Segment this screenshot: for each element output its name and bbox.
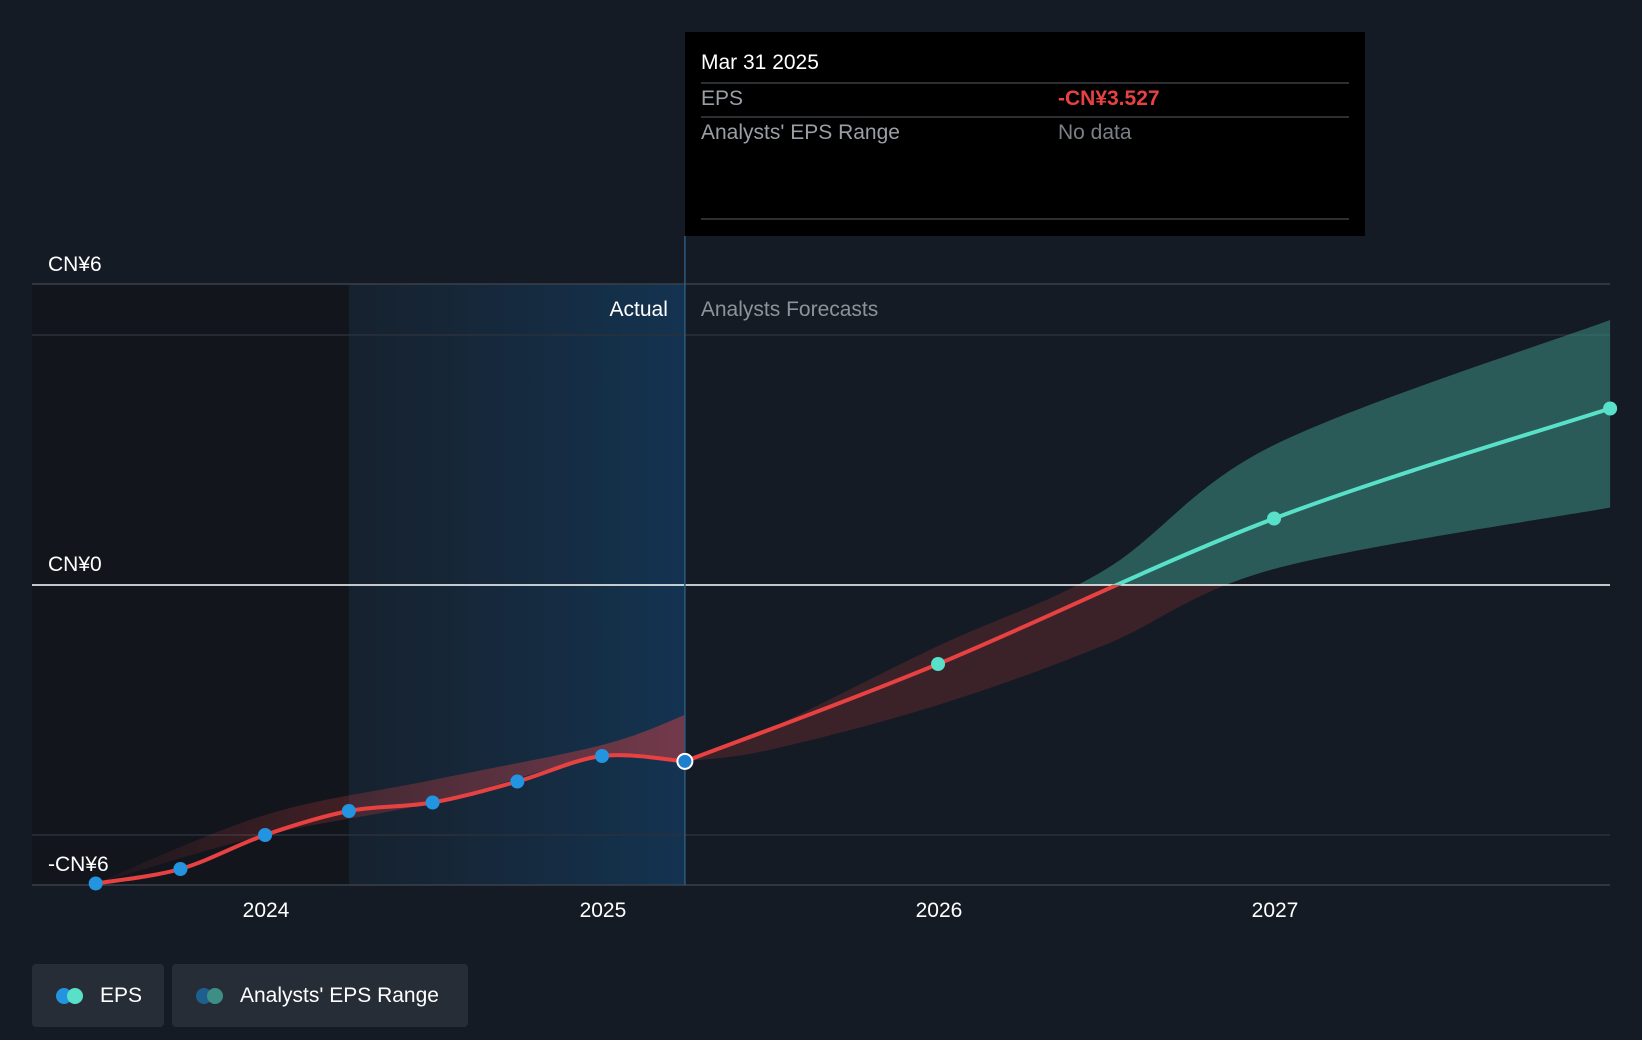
eps-actual-point[interactable] [88, 876, 103, 891]
eps-forecast-line-positive [1111, 406, 1611, 585]
tooltip-box [685, 32, 1365, 236]
eps-actual-point[interactable] [341, 804, 356, 818]
eps-legend-icon [56, 987, 86, 1004]
y-tick-labels: CN¥6 CN¥0 -CN¥6 [48, 253, 109, 876]
eps-dot-forecast [67, 987, 83, 1004]
x-tick-label: 2027 [1252, 899, 1299, 922]
eps-lines [93, 406, 1611, 886]
eps-markers [88, 401, 1618, 891]
forecast-range-band-positive [1077, 320, 1611, 585]
x-tick-label: 2024 [243, 899, 290, 922]
x-tick-label: 2026 [916, 899, 963, 922]
eps-actual-point[interactable] [676, 752, 694, 770]
gridlines [32, 283, 1610, 886]
y-tick-label: CN¥6 [48, 253, 102, 276]
tooltip: Mar 31 2025 EPS -CN¥3.527 Analysts' EPS … [685, 32, 1365, 236]
legend-eps-label: EPS [100, 983, 143, 1007]
eps-actual-line [93, 753, 687, 886]
forecast-range-band-negative [684, 585, 1226, 762]
tooltip-date: Mar 31 2025 [701, 51, 819, 74]
eps-actual-point[interactable] [173, 862, 188, 876]
actual-label: Actual [610, 298, 668, 321]
eps-forecast-point[interactable] [1603, 401, 1618, 416]
eps-actual-point[interactable] [258, 828, 273, 842]
eps-actual-point[interactable] [510, 774, 525, 789]
legend-eps[interactable]: EPS [32, 964, 164, 1027]
legend-eps-range-label: Analysts' EPS Range [240, 983, 439, 1007]
tooltip-range-value: No data [1058, 121, 1132, 144]
eps-actual-point[interactable] [425, 795, 440, 810]
y-tick-label: CN¥0 [48, 553, 102, 576]
eps-forecast-line-negative [684, 585, 1122, 764]
x-tick-label: 2025 [580, 899, 627, 922]
eps-forecast-point[interactable] [931, 657, 946, 671]
tooltip-eps-value: -CN¥3.527 [1058, 87, 1160, 110]
eps-actual-point[interactable] [595, 749, 610, 763]
x-tick-labels: 2024 2025 2026 2027 [243, 899, 1299, 922]
eps-range-bands [95, 320, 1611, 884]
tooltip-range-label: Analysts' EPS Range [701, 121, 900, 144]
tooltip-eps-label: EPS [701, 87, 743, 110]
y-tick-label: -CN¥6 [48, 853, 109, 876]
forecast-label: Analysts Forecasts [701, 298, 878, 321]
actual-range-band [95, 715, 685, 884]
eps-range-legend-icon [196, 987, 226, 1004]
range-dot-forecast [207, 987, 223, 1004]
eps-forecast-point[interactable] [1267, 511, 1282, 526]
legend-eps-range[interactable]: Analysts' EPS Range [172, 964, 468, 1027]
